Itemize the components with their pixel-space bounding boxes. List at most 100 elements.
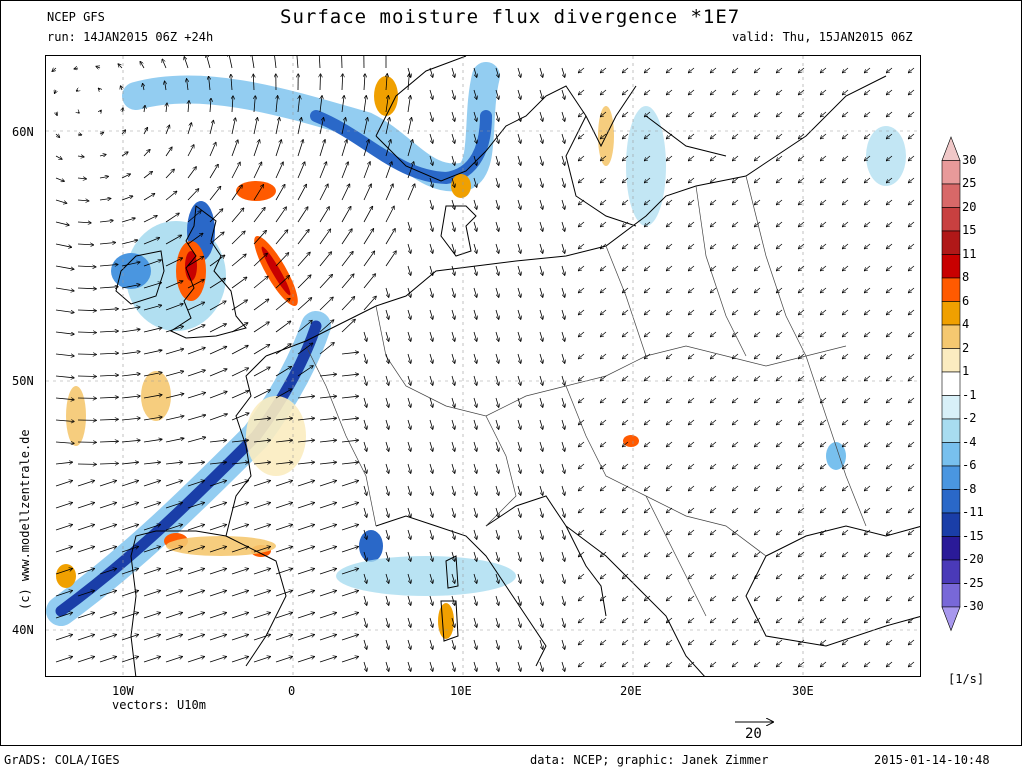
wind-vector: [385, 573, 389, 583]
wind-vector: [274, 56, 276, 69]
wind-vector: [187, 635, 204, 641]
wind-vector: [363, 274, 375, 289]
wind-vector: [843, 617, 849, 623]
wind-vector: [539, 177, 543, 187]
wind-vector: [755, 661, 761, 667]
wind-vector: [297, 418, 314, 420]
wind-vector: [385, 441, 389, 451]
wind-vector: [887, 617, 893, 623]
wind-vector: [55, 420, 74, 422]
wind-vector: [865, 133, 871, 139]
wind-vector: [711, 529, 717, 535]
wind-vector: [253, 591, 270, 597]
positive-northsea-inner: [261, 246, 291, 296]
wind-vector: [579, 661, 585, 667]
wind-vector: [821, 221, 827, 227]
wind-vector: [99, 463, 118, 464]
wind-vector: [733, 507, 739, 513]
coast-denmark: [440, 205, 477, 257]
wind-vector: [601, 155, 607, 161]
wind-vector: [429, 353, 433, 363]
wind-vector: [909, 661, 915, 667]
wind-vector: [579, 573, 585, 579]
wind-vector: [539, 419, 543, 429]
wind-vector: [187, 591, 204, 597]
colorbar-swatch: [941, 465, 961, 490]
wind-vector: [55, 331, 74, 334]
wind-vector: [451, 309, 455, 319]
wind-vector: [645, 419, 651, 425]
wind-vector: [689, 617, 695, 623]
wind-vector: [689, 551, 695, 557]
wind-vector: [275, 462, 292, 464]
wind-vector: [517, 199, 521, 209]
wind-vector: [711, 111, 717, 117]
wind-vector: [187, 189, 199, 201]
wind-vector: [909, 133, 915, 139]
wind-vector: [561, 67, 565, 77]
wind-vector: [121, 418, 140, 420]
wind-vector: [363, 507, 367, 517]
wind-vector: [689, 419, 695, 425]
wind-vector: [253, 277, 268, 289]
wind-vector: [231, 323, 248, 333]
wind-vector: [733, 133, 739, 139]
coast-baltic: [565, 115, 727, 227]
wind-vector: [473, 67, 477, 77]
wind-vector: [623, 485, 629, 491]
wind-vector: [667, 199, 673, 205]
wind-vector: [579, 67, 585, 73]
wind-vector: [99, 441, 118, 442]
wind-vector: [297, 140, 303, 157]
wind-vector: [385, 661, 389, 671]
wind-vector: [733, 221, 739, 227]
wind-vector: [799, 111, 805, 117]
wind-vector: [733, 595, 739, 601]
wind-vector: [777, 397, 783, 403]
reference-vector-label: 20: [745, 726, 762, 742]
wind-vector: [601, 287, 607, 293]
wind-vector: [755, 375, 761, 381]
wind-vector: [623, 199, 629, 205]
wind-vector: [231, 525, 248, 531]
wind-vector: [843, 133, 849, 139]
wind-vector: [865, 111, 871, 117]
wind-vector: [601, 573, 607, 579]
wind-vector: [645, 155, 651, 161]
wind-vector: [517, 265, 521, 275]
wind-vector: [473, 111, 477, 121]
wind-vector: [319, 140, 325, 157]
wind-vector: [711, 309, 717, 315]
wind-vector: [601, 221, 607, 227]
wind-vector: [363, 96, 366, 113]
wind-vector: [231, 613, 248, 619]
wind-vector: [297, 162, 305, 179]
wind-vector: [539, 529, 543, 539]
wind-vector: [601, 177, 607, 183]
wind-vector: [843, 221, 849, 227]
wind-vector: [689, 507, 695, 513]
wind-vector: [209, 392, 227, 399]
wind-vector: [55, 353, 74, 356]
wind-vector: [821, 617, 827, 623]
wind-vector: [275, 657, 292, 663]
wind-vector: [667, 507, 673, 513]
wind-vector: [777, 507, 783, 513]
wind-vector: [473, 661, 477, 671]
wind-vector: [319, 96, 322, 113]
wind-vector: [121, 307, 140, 311]
wind-vector: [645, 221, 651, 227]
wind-vector: [777, 485, 783, 491]
wind-vector: [143, 305, 161, 311]
wind-vector: [121, 591, 138, 597]
wind-vector: [297, 396, 314, 398]
wind-vector: [495, 661, 499, 671]
wind-vector: [517, 485, 521, 495]
wind-vector: [55, 265, 74, 269]
wind-vector: [623, 221, 629, 227]
wind-vector: [645, 485, 651, 491]
wind-vector: [777, 265, 783, 271]
wind-vector: [209, 121, 213, 135]
wind-vector: [473, 155, 477, 165]
wind-vector: [909, 375, 915, 381]
